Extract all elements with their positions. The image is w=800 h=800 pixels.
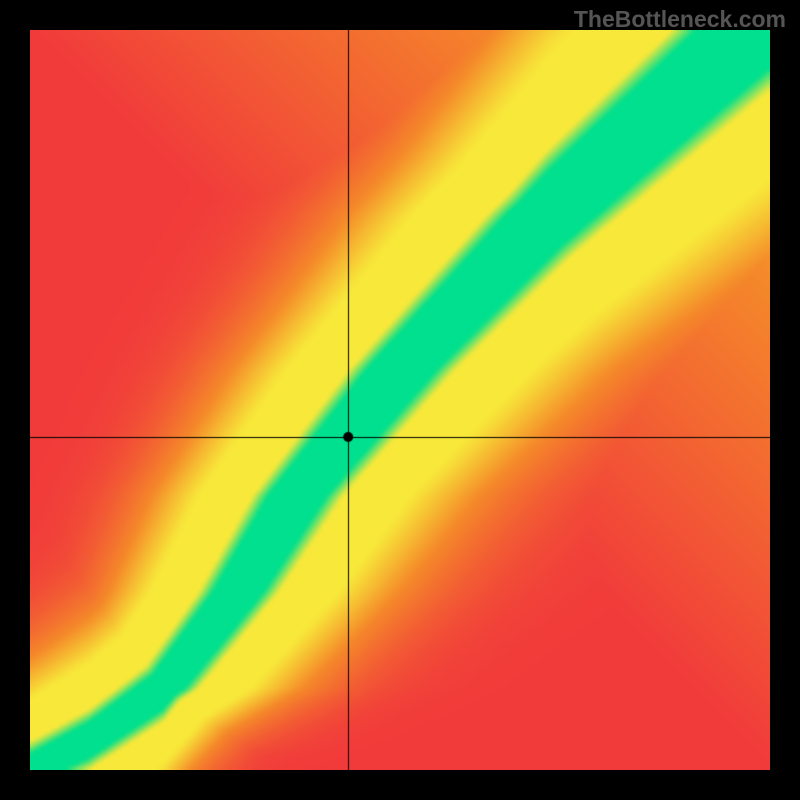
chart-container: TheBottleneck.com	[0, 0, 800, 800]
bottleneck-heatmap	[30, 30, 770, 770]
watermark-text: TheBottleneck.com	[574, 6, 786, 33]
